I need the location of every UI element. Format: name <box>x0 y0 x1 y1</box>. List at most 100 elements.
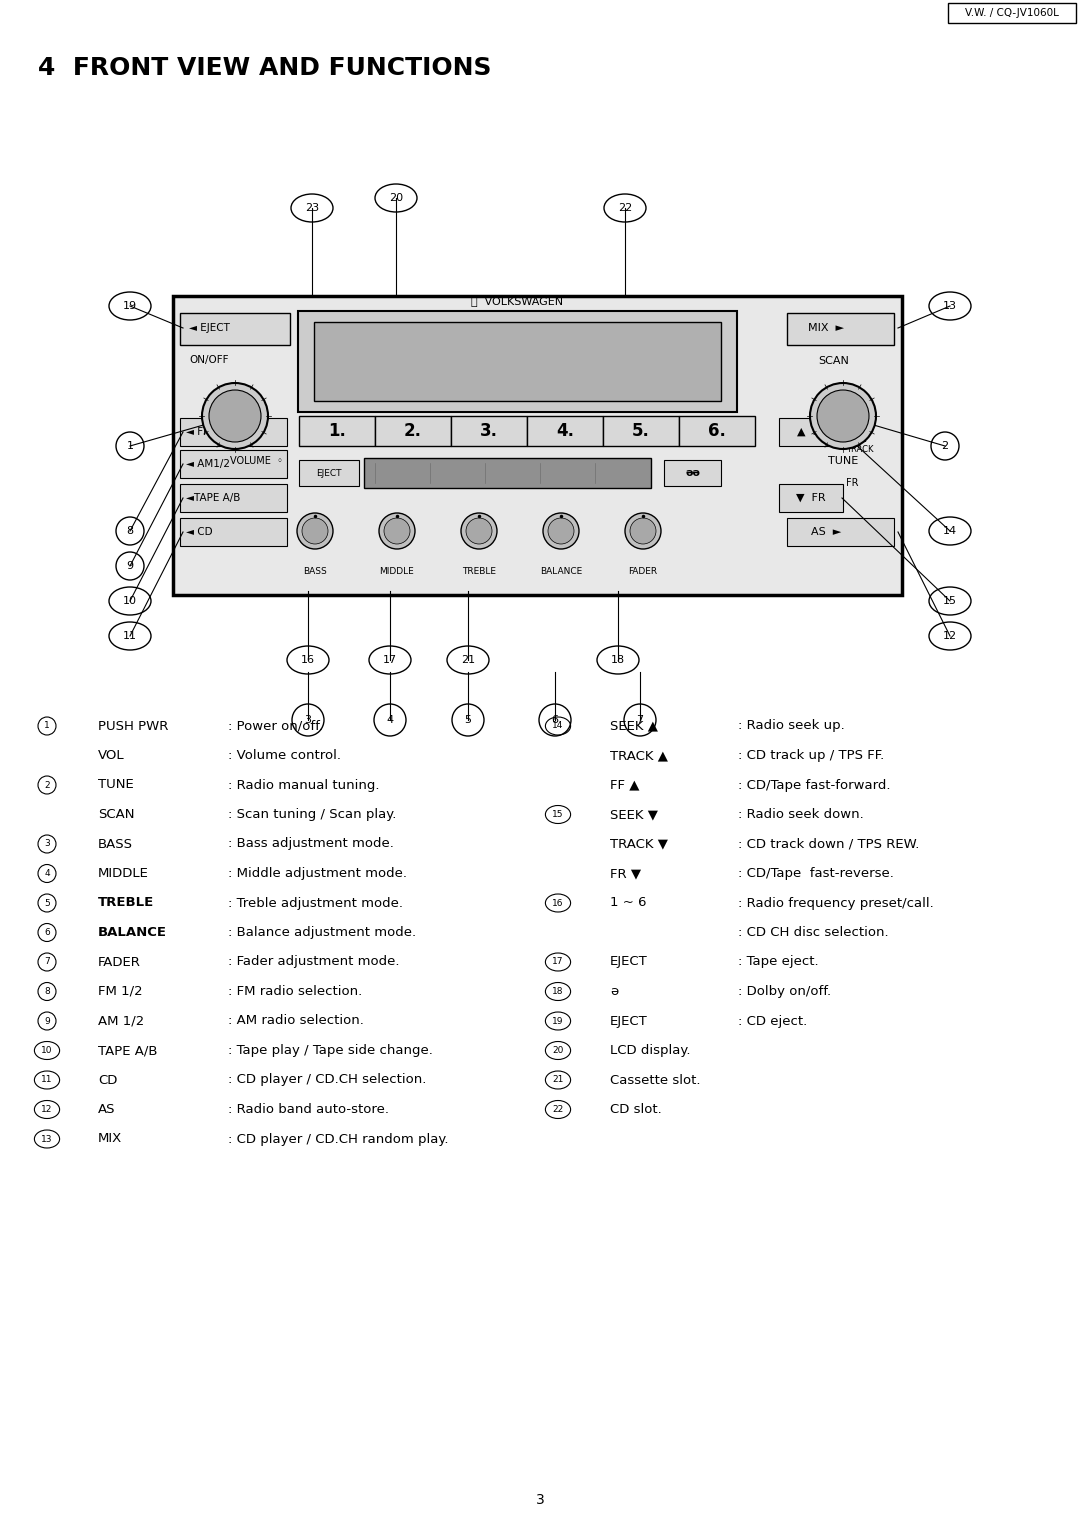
FancyBboxPatch shape <box>664 460 721 486</box>
Text: : Tape play / Tape side change.: : Tape play / Tape side change. <box>228 1044 433 1057</box>
Text: BASS: BASS <box>303 567 327 576</box>
Text: 10: 10 <box>41 1047 53 1054</box>
FancyBboxPatch shape <box>314 322 721 400</box>
FancyBboxPatch shape <box>180 313 291 345</box>
Text: 2: 2 <box>44 781 50 790</box>
Text: LCD display.: LCD display. <box>610 1044 690 1057</box>
Text: : Radio manual tuning.: : Radio manual tuning. <box>228 778 379 792</box>
Text: 20: 20 <box>552 1047 564 1054</box>
Text: : Balance adjustment mode.: : Balance adjustment mode. <box>228 926 416 940</box>
Text: 17: 17 <box>552 958 564 967</box>
Text: 18: 18 <box>611 656 625 665</box>
Text: 22: 22 <box>618 203 632 212</box>
Text: 12: 12 <box>943 631 957 642</box>
Text: 7: 7 <box>636 715 644 724</box>
Text: FR ▼: FR ▼ <box>610 866 642 880</box>
Text: FR: FR <box>846 478 859 487</box>
Text: 19: 19 <box>123 301 137 312</box>
FancyBboxPatch shape <box>180 451 287 478</box>
Text: : Radio seek down.: : Radio seek down. <box>738 808 864 821</box>
Text: : CD track up / TPS FF.: : CD track up / TPS FF. <box>738 749 885 762</box>
Text: MIDDLE: MIDDLE <box>380 567 415 576</box>
Text: 16: 16 <box>301 656 315 665</box>
FancyBboxPatch shape <box>527 416 603 446</box>
Circle shape <box>461 513 497 549</box>
Text: ◄ AM1/2: ◄ AM1/2 <box>186 458 230 469</box>
Text: : CD CH disc selection.: : CD CH disc selection. <box>738 926 889 940</box>
Text: EJECT: EJECT <box>316 469 341 477</box>
Text: 17: 17 <box>383 656 397 665</box>
Text: AS  ►: AS ► <box>811 527 841 536</box>
Text: 11: 11 <box>41 1076 53 1085</box>
Text: EJECT: EJECT <box>610 1015 648 1027</box>
Text: ◄ EJECT: ◄ EJECT <box>189 322 230 333</box>
Text: 1.: 1. <box>328 422 346 440</box>
Text: 14: 14 <box>943 526 957 536</box>
Circle shape <box>810 384 876 449</box>
FancyBboxPatch shape <box>180 518 287 545</box>
Text: ◄TAPE A/B: ◄TAPE A/B <box>186 494 241 503</box>
Text: TREBLE: TREBLE <box>98 897 154 909</box>
Text: 8: 8 <box>44 987 50 996</box>
Circle shape <box>630 518 656 544</box>
Text: BALANCE: BALANCE <box>540 567 582 576</box>
Text: 3: 3 <box>536 1493 544 1507</box>
Text: MIX: MIX <box>98 1132 122 1146</box>
Text: CD slot.: CD slot. <box>610 1103 662 1115</box>
Text: V.W. / CQ-JV1060L: V.W. / CQ-JV1060L <box>966 8 1058 18</box>
Text: FM 1/2: FM 1/2 <box>98 986 143 998</box>
Text: 8: 8 <box>126 526 134 536</box>
Text: : AM radio selection.: : AM radio selection. <box>228 1015 364 1027</box>
Text: : CD/Tape fast-forward.: : CD/Tape fast-forward. <box>738 778 891 792</box>
Text: 4  FRONT VIEW AND FUNCTIONS: 4 FRONT VIEW AND FUNCTIONS <box>38 57 491 79</box>
Text: 6: 6 <box>44 927 50 937</box>
Text: : Radio seek up.: : Radio seek up. <box>738 720 845 732</box>
FancyBboxPatch shape <box>679 416 755 446</box>
Text: 4: 4 <box>387 715 393 724</box>
Text: 12: 12 <box>41 1105 53 1114</box>
Circle shape <box>543 513 579 549</box>
Text: CD: CD <box>98 1074 118 1086</box>
Text: 6.: 6. <box>708 422 726 440</box>
Text: 11: 11 <box>123 631 137 642</box>
Text: 5.: 5. <box>632 422 650 440</box>
FancyBboxPatch shape <box>180 484 287 512</box>
Text: FADER: FADER <box>629 567 658 576</box>
Text: 21: 21 <box>461 656 475 665</box>
Text: 13: 13 <box>943 301 957 312</box>
Text: ǝ: ǝ <box>610 986 618 998</box>
Text: TRACK ▲: TRACK ▲ <box>610 749 669 762</box>
Text: FADER: FADER <box>98 955 140 969</box>
Circle shape <box>465 518 492 544</box>
FancyBboxPatch shape <box>299 460 359 486</box>
Text: ⓥ  VOLKSWAGEN: ⓥ VOLKSWAGEN <box>472 296 564 306</box>
Text: BASS: BASS <box>98 837 133 851</box>
Text: AS: AS <box>98 1103 116 1115</box>
Text: TREBLE: TREBLE <box>462 567 496 576</box>
FancyBboxPatch shape <box>299 416 375 446</box>
Text: : Radio band auto-store.: : Radio band auto-store. <box>228 1103 389 1115</box>
Text: VOL: VOL <box>98 749 124 762</box>
Text: : Tape eject.: : Tape eject. <box>738 955 819 969</box>
Text: 4.: 4. <box>556 422 573 440</box>
Text: ◄ CD: ◄ CD <box>186 527 213 536</box>
FancyBboxPatch shape <box>375 416 451 446</box>
Text: TUNE: TUNE <box>828 455 859 466</box>
Text: : Treble adjustment mode.: : Treble adjustment mode. <box>228 897 403 909</box>
Text: : Bass adjustment mode.: : Bass adjustment mode. <box>228 837 394 851</box>
Text: Cassette slot.: Cassette slot. <box>610 1074 701 1086</box>
Text: 4: 4 <box>44 869 50 879</box>
Text: ON/OFF: ON/OFF <box>189 354 229 365</box>
FancyBboxPatch shape <box>779 484 843 512</box>
Text: : Scan tuning / Scan play.: : Scan tuning / Scan play. <box>228 808 396 821</box>
Text: : CD eject.: : CD eject. <box>738 1015 807 1027</box>
Text: : FM radio selection.: : FM radio selection. <box>228 986 362 998</box>
Text: TRACK ▼: TRACK ▼ <box>610 837 669 851</box>
Text: SEEK: SEEK <box>846 435 867 445</box>
Circle shape <box>297 513 333 549</box>
Text: ◄ FM1/2: ◄ FM1/2 <box>186 426 229 437</box>
Text: 1: 1 <box>44 721 50 730</box>
Text: 14: 14 <box>552 721 564 730</box>
Circle shape <box>302 518 328 544</box>
Text: : Middle adjustment mode.: : Middle adjustment mode. <box>228 866 407 880</box>
